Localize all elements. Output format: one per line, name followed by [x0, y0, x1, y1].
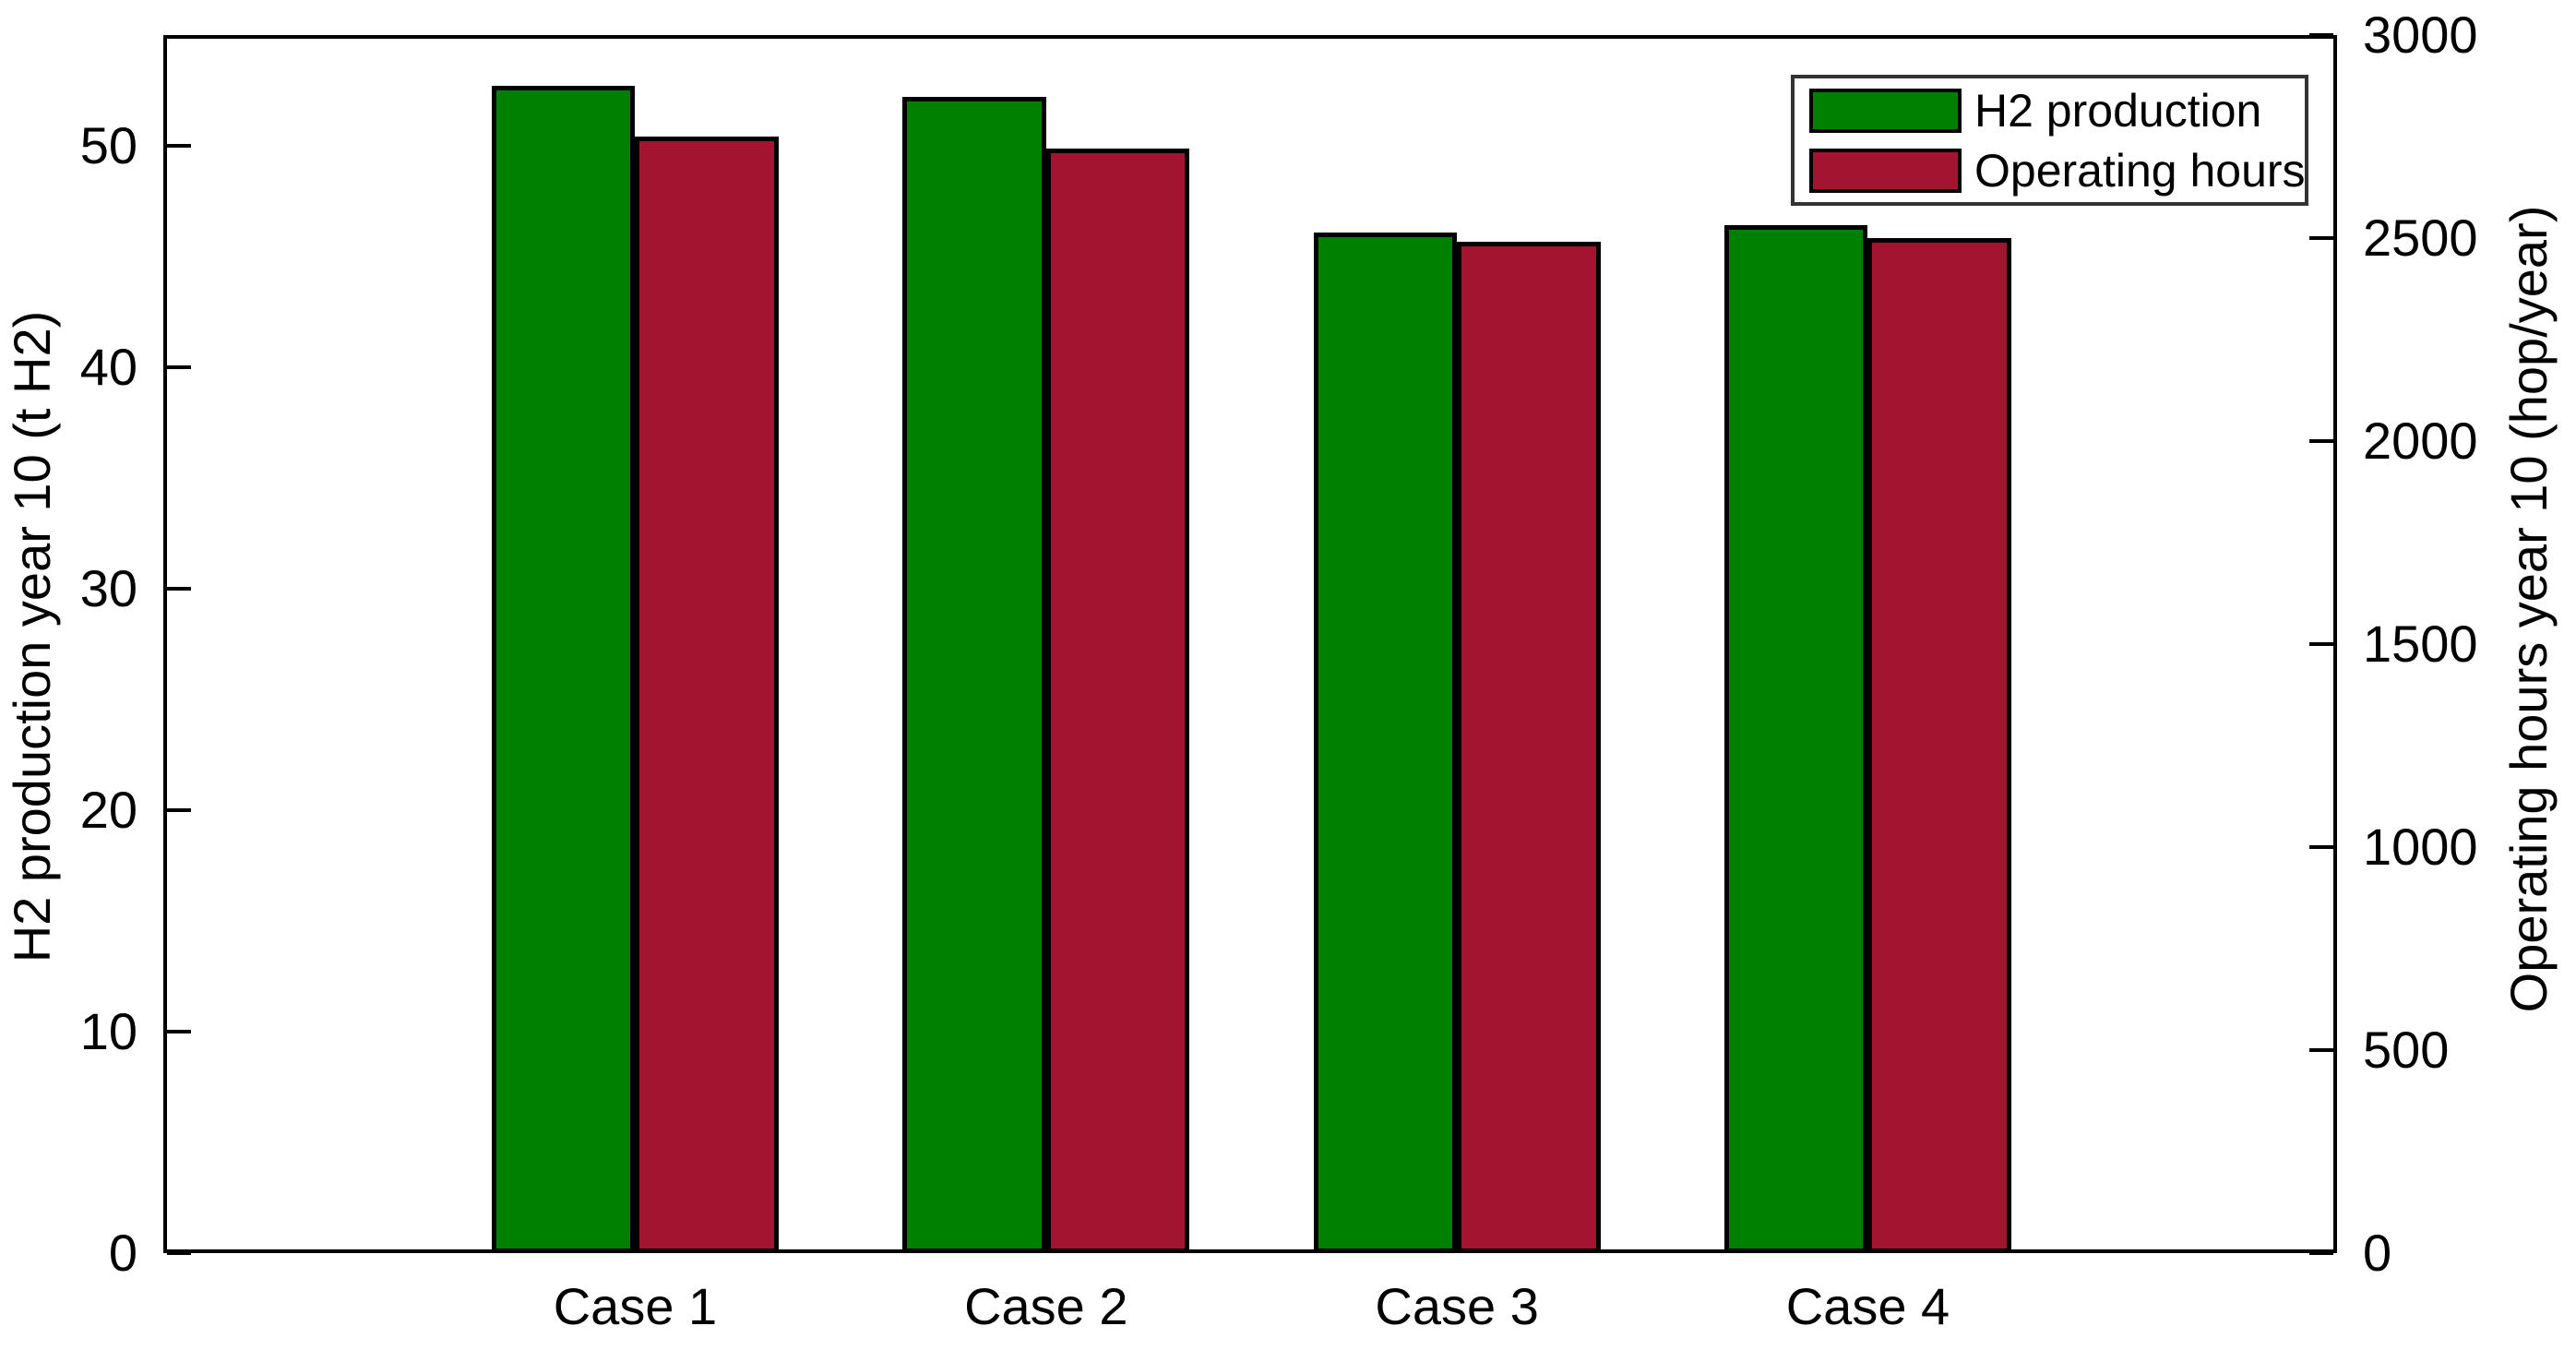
right-y-axis-title: Operating hours year 10 (hop/year) [2499, 205, 2558, 1013]
bar-operating-hours-4 [1867, 238, 2011, 1253]
left-axis-tick-label: 40 [79, 338, 137, 396]
bar-operating-hours-3 [1457, 242, 1601, 1253]
right-axis-tick-label: 0 [2363, 1224, 2392, 1282]
plot-area [163, 33, 2337, 1255]
left-axis-tick [167, 808, 191, 812]
legend-item-operating-hours: Operating hours [1809, 144, 2306, 197]
right-axis-tick [2309, 1251, 2333, 1255]
right-axis-tick [2309, 439, 2333, 443]
bar-h2-production-2 [902, 97, 1046, 1253]
right-axis-tick-label: 2000 [2363, 412, 2478, 470]
right-axis-tick-label: 500 [2363, 1021, 2450, 1079]
right-axis-tick [2309, 642, 2333, 646]
left-axis-tick [167, 587, 191, 591]
right-axis-tick [2309, 33, 2333, 37]
legend-swatch-operating-hours [1809, 148, 1962, 193]
x-axis-category-label: Case 3 [1375, 1277, 1539, 1335]
legend-item-h2-production: H2 production [1809, 88, 2305, 134]
x-axis-category-label: Case 4 [1785, 1277, 1950, 1335]
bar-h2-production-3 [1313, 232, 1458, 1253]
left-y-axis-title: H2 production year 10 (t H2) [3, 310, 61, 963]
right-axis-tick-label: 2500 [2363, 209, 2478, 267]
bar-h2-production-1 [491, 86, 636, 1253]
left-axis-tick-label: 0 [108, 1224, 137, 1282]
left-axis-tick [167, 1030, 191, 1033]
right-axis-tick [2309, 845, 2333, 849]
legend-label-h2-production: H2 production [1974, 84, 2262, 137]
right-axis-tick-label: 1000 [2363, 818, 2478, 876]
x-axis-category-label: Case 2 [964, 1277, 1128, 1335]
right-axis-tick [2309, 1048, 2333, 1052]
legend-label-operating-hours: Operating hours [1974, 144, 2306, 197]
left-axis-tick [167, 144, 191, 148]
x-axis-category-label: Case 1 [553, 1277, 718, 1335]
right-axis-tick-label: 1500 [2363, 615, 2478, 673]
bar-h2-production-4 [1723, 225, 1868, 1253]
legend-swatch-h2-production [1809, 88, 1962, 133]
bar-operating-hours-2 [1045, 149, 1190, 1253]
bar-operating-hours-1 [635, 137, 779, 1253]
left-axis-tick [167, 365, 191, 369]
legend: H2 production Operating hours [1791, 75, 2308, 206]
left-axis-tick-label: 50 [79, 116, 137, 174]
left-axis-tick-label: 30 [79, 559, 137, 617]
left-axis-tick [167, 1251, 191, 1255]
left-axis-tick-label: 10 [79, 1002, 137, 1060]
right-axis-tick-label: 3000 [2363, 6, 2478, 64]
right-axis-tick [2309, 236, 2333, 240]
left-axis-tick-label: 20 [79, 781, 137, 839]
